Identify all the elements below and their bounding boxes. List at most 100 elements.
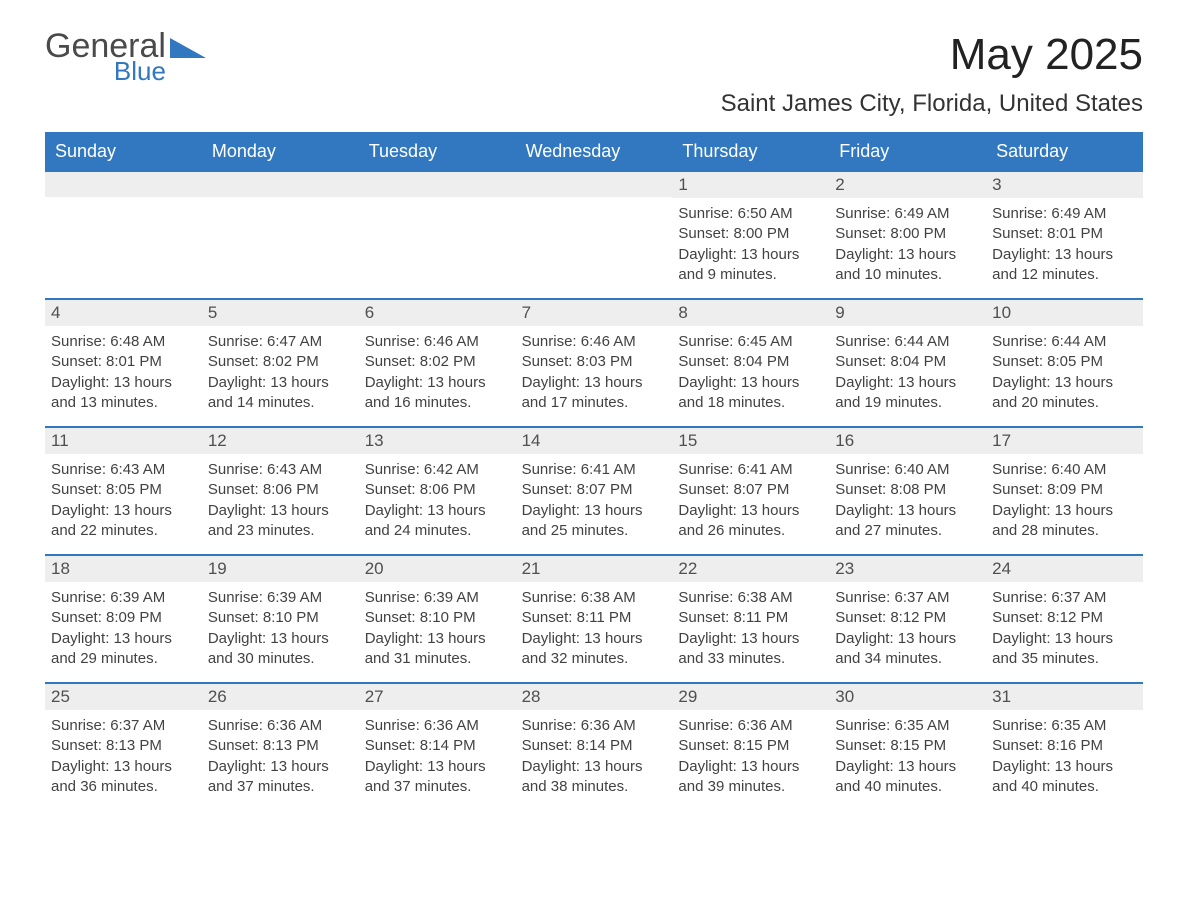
sunset-text: Sunset: 8:13 PM	[208, 736, 355, 756]
daylight-line-1: Daylight: 13 hours	[835, 629, 982, 649]
sunset-text: Sunset: 8:08 PM	[835, 480, 982, 500]
daylight-line-1: Daylight: 13 hours	[208, 757, 355, 777]
day-body: Sunrise: 6:42 AMSunset: 8:06 PMDaylight:…	[359, 454, 516, 549]
day-number: 14	[516, 428, 673, 454]
calendar-cell: 6Sunrise: 6:46 AMSunset: 8:02 PMDaylight…	[359, 298, 516, 426]
sunset-text: Sunset: 8:11 PM	[522, 608, 669, 628]
daylight-line-1: Daylight: 13 hours	[208, 373, 355, 393]
day-number	[45, 172, 202, 197]
day-number: 20	[359, 556, 516, 582]
day-number: 28	[516, 684, 673, 710]
daylight-line-2: and 32 minutes.	[522, 649, 669, 669]
day-number: 5	[202, 300, 359, 326]
calendar-cell	[516, 170, 673, 298]
sunset-text: Sunset: 8:02 PM	[208, 352, 355, 372]
daylight-line-2: and 9 minutes.	[678, 265, 825, 285]
sunset-text: Sunset: 8:11 PM	[678, 608, 825, 628]
day-number: 17	[986, 428, 1143, 454]
day-number: 29	[672, 684, 829, 710]
daylight-line-1: Daylight: 13 hours	[365, 373, 512, 393]
day-body: Sunrise: 6:46 AMSunset: 8:03 PMDaylight:…	[516, 326, 673, 421]
day-number: 6	[359, 300, 516, 326]
sunset-text: Sunset: 8:04 PM	[835, 352, 982, 372]
calendar-cell: 23Sunrise: 6:37 AMSunset: 8:12 PMDayligh…	[829, 554, 986, 682]
sunset-text: Sunset: 8:09 PM	[992, 480, 1139, 500]
day-body: Sunrise: 6:37 AMSunset: 8:12 PMDaylight:…	[986, 582, 1143, 677]
daylight-line-1: Daylight: 13 hours	[678, 757, 825, 777]
day-body: Sunrise: 6:41 AMSunset: 8:07 PMDaylight:…	[516, 454, 673, 549]
day-number: 7	[516, 300, 673, 326]
weekday-header: Saturday	[986, 134, 1143, 170]
sunrise-text: Sunrise: 6:40 AM	[992, 460, 1139, 480]
daylight-line-2: and 10 minutes.	[835, 265, 982, 285]
day-body: Sunrise: 6:39 AMSunset: 8:10 PMDaylight:…	[359, 582, 516, 677]
daylight-line-2: and 36 minutes.	[51, 777, 198, 797]
daylight-line-2: and 38 minutes.	[522, 777, 669, 797]
calendar-cell: 26Sunrise: 6:36 AMSunset: 8:13 PMDayligh…	[202, 682, 359, 810]
daylight-line-2: and 16 minutes.	[365, 393, 512, 413]
day-body: Sunrise: 6:47 AMSunset: 8:02 PMDaylight:…	[202, 326, 359, 421]
day-body: Sunrise: 6:39 AMSunset: 8:09 PMDaylight:…	[45, 582, 202, 677]
daylight-line-1: Daylight: 13 hours	[835, 501, 982, 521]
sunset-text: Sunset: 8:05 PM	[51, 480, 198, 500]
sunset-text: Sunset: 8:05 PM	[992, 352, 1139, 372]
weekday-header: Sunday	[45, 134, 202, 170]
day-body: Sunrise: 6:41 AMSunset: 8:07 PMDaylight:…	[672, 454, 829, 549]
calendar-cell: 9Sunrise: 6:44 AMSunset: 8:04 PMDaylight…	[829, 298, 986, 426]
sunset-text: Sunset: 8:01 PM	[992, 224, 1139, 244]
sunrise-text: Sunrise: 6:35 AM	[992, 716, 1139, 736]
daylight-line-1: Daylight: 13 hours	[522, 373, 669, 393]
calendar-cell: 21Sunrise: 6:38 AMSunset: 8:11 PMDayligh…	[516, 554, 673, 682]
title-block: May 2025 Saint James City, Florida, Unit…	[721, 30, 1143, 118]
day-number: 22	[672, 556, 829, 582]
weekday-header: Friday	[829, 134, 986, 170]
calendar-cell: 27Sunrise: 6:36 AMSunset: 8:14 PMDayligh…	[359, 682, 516, 810]
sunrise-text: Sunrise: 6:44 AM	[992, 332, 1139, 352]
calendar-cell: 7Sunrise: 6:46 AMSunset: 8:03 PMDaylight…	[516, 298, 673, 426]
sunset-text: Sunset: 8:09 PM	[51, 608, 198, 628]
weekday-header: Tuesday	[359, 134, 516, 170]
daylight-line-2: and 19 minutes.	[835, 393, 982, 413]
daylight-line-2: and 27 minutes.	[835, 521, 982, 541]
weekday-header: Thursday	[672, 134, 829, 170]
daylight-line-2: and 18 minutes.	[678, 393, 825, 413]
calendar-cell: 30Sunrise: 6:35 AMSunset: 8:15 PMDayligh…	[829, 682, 986, 810]
daylight-line-2: and 13 minutes.	[51, 393, 198, 413]
calendar-cell: 15Sunrise: 6:41 AMSunset: 8:07 PMDayligh…	[672, 426, 829, 554]
weekday-header: Monday	[202, 134, 359, 170]
calendar-cell: 22Sunrise: 6:38 AMSunset: 8:11 PMDayligh…	[672, 554, 829, 682]
calendar-cell: 2Sunrise: 6:49 AMSunset: 8:00 PMDaylight…	[829, 170, 986, 298]
sunset-text: Sunset: 8:00 PM	[835, 224, 982, 244]
calendar-cell: 11Sunrise: 6:43 AMSunset: 8:05 PMDayligh…	[45, 426, 202, 554]
daylight-line-1: Daylight: 13 hours	[992, 629, 1139, 649]
sunrise-text: Sunrise: 6:43 AM	[51, 460, 198, 480]
location-subtitle: Saint James City, Florida, United States	[721, 90, 1143, 118]
calendar-cell: 18Sunrise: 6:39 AMSunset: 8:09 PMDayligh…	[45, 554, 202, 682]
day-body: Sunrise: 6:46 AMSunset: 8:02 PMDaylight:…	[359, 326, 516, 421]
daylight-line-1: Daylight: 13 hours	[835, 757, 982, 777]
daylight-line-1: Daylight: 13 hours	[365, 757, 512, 777]
calendar-cell: 25Sunrise: 6:37 AMSunset: 8:13 PMDayligh…	[45, 682, 202, 810]
sunrise-text: Sunrise: 6:49 AM	[992, 204, 1139, 224]
sunset-text: Sunset: 8:12 PM	[835, 608, 982, 628]
daylight-line-1: Daylight: 13 hours	[678, 245, 825, 265]
sunrise-text: Sunrise: 6:36 AM	[365, 716, 512, 736]
day-number: 27	[359, 684, 516, 710]
sunrise-text: Sunrise: 6:46 AM	[522, 332, 669, 352]
sunrise-text: Sunrise: 6:39 AM	[51, 588, 198, 608]
daylight-line-1: Daylight: 13 hours	[992, 501, 1139, 521]
daylight-line-2: and 30 minutes.	[208, 649, 355, 669]
day-body: Sunrise: 6:38 AMSunset: 8:11 PMDaylight:…	[672, 582, 829, 677]
daylight-line-2: and 35 minutes.	[992, 649, 1139, 669]
sunrise-text: Sunrise: 6:36 AM	[678, 716, 825, 736]
weekday-header: Wednesday	[516, 134, 673, 170]
calendar-cell: 12Sunrise: 6:43 AMSunset: 8:06 PMDayligh…	[202, 426, 359, 554]
sunset-text: Sunset: 8:16 PM	[992, 736, 1139, 756]
day-number: 8	[672, 300, 829, 326]
sunrise-text: Sunrise: 6:40 AM	[835, 460, 982, 480]
logo-word-2: Blue	[114, 59, 166, 84]
day-number: 26	[202, 684, 359, 710]
day-body: Sunrise: 6:45 AMSunset: 8:04 PMDaylight:…	[672, 326, 829, 421]
day-number: 24	[986, 556, 1143, 582]
day-body: Sunrise: 6:35 AMSunset: 8:16 PMDaylight:…	[986, 710, 1143, 805]
